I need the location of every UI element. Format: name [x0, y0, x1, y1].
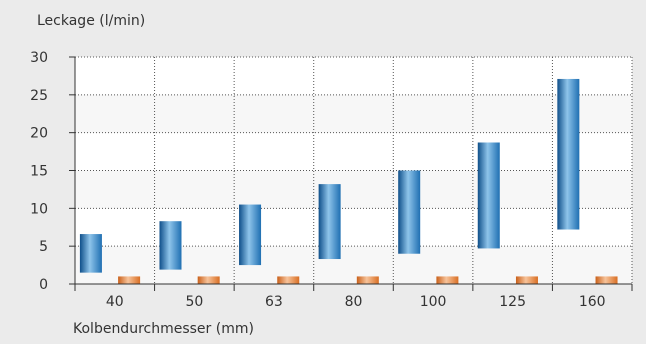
- x-tick-label: 160: [579, 294, 606, 310]
- x-tick-label: 80: [345, 294, 363, 310]
- y-tick-label: 15: [30, 164, 48, 180]
- y-tick-label: 20: [30, 126, 48, 142]
- bar-series2-125: [515, 276, 538, 284]
- bar-series1-125: [477, 142, 500, 249]
- y-tick-label: 5: [39, 239, 48, 255]
- grid-lines: [75, 56, 633, 284]
- plot-area: [75, 57, 632, 284]
- y-tick-label: 30: [30, 50, 48, 66]
- axes: [69, 56, 633, 291]
- bar-series1-80: [318, 184, 341, 260]
- bar-series2-40: [118, 276, 141, 284]
- bars: [79, 78, 618, 284]
- bar-series2-80: [356, 276, 379, 284]
- plot-band: [75, 170, 632, 209]
- y-tick-label: 25: [30, 88, 48, 104]
- x-tick-label: 125: [499, 294, 526, 310]
- y-tick-label: 10: [30, 201, 48, 217]
- bar-series1-100: [398, 170, 421, 254]
- x-tick-label: 63: [265, 294, 283, 310]
- x-tick-label: 40: [106, 294, 124, 310]
- y-axis-label: Leckage (l/min): [37, 13, 145, 29]
- plot-band: [75, 246, 632, 284]
- bar-series1-40: [79, 234, 102, 273]
- x-tick-label: 100: [420, 294, 447, 310]
- bar-series1-50: [159, 221, 182, 270]
- plot-band: [75, 208, 632, 247]
- tick-labels: 0 5 10 15 20 25 30 40 50 63 80 100 125 160: [30, 50, 605, 310]
- plot-band: [75, 132, 632, 171]
- y-tick-label: 0: [39, 277, 48, 293]
- bar-series1-63: [239, 204, 262, 266]
- x-axis-label: Kolbendurchmesser (mm): [73, 321, 254, 337]
- x-tick-label: 50: [185, 294, 203, 310]
- bar-series1-160: [557, 78, 580, 230]
- bar-series2-50: [197, 276, 220, 284]
- bar-series2-100: [436, 276, 459, 284]
- bar-series2-160: [595, 276, 618, 284]
- plot-band: [75, 94, 632, 133]
- plot-band: [75, 57, 632, 95]
- bar-series2-63: [277, 276, 300, 284]
